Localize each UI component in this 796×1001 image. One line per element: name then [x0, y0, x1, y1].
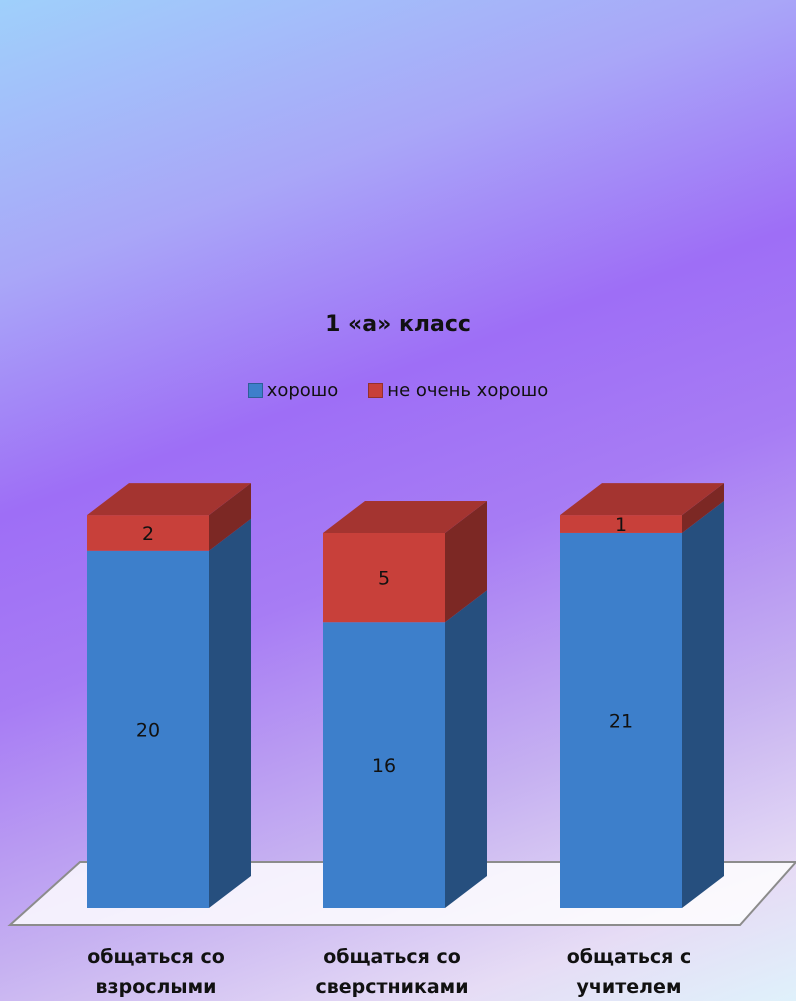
bar-1-series-1 [87, 550, 209, 908]
data-label-3-series-1: 21 [609, 710, 633, 732]
bar-side-1-series-2 [209, 483, 251, 551]
data-label-2-series-2: 5 [378, 568, 390, 590]
bar-side-3-series-2 [682, 483, 724, 533]
category-label-2-line-1: общаться со [323, 946, 461, 968]
bar-2-series-2 [323, 532, 445, 623]
bar-2-series-1 [323, 622, 445, 908]
legend-item-series-1: хорошо [247, 380, 339, 401]
data-label-2-series-1: 16 [372, 755, 396, 777]
bar-side-1-series-1 [209, 518, 251, 908]
chart-title: 1 «а» класс [325, 312, 471, 337]
legend-label-series-2: не очень хорошо [387, 380, 549, 401]
legend-label-series-1: хорошо [266, 380, 339, 401]
bar-3-series-1 [560, 532, 682, 908]
category-label-3-line-2: учителем [577, 976, 682, 998]
bar-side-2-series-2 [445, 500, 487, 623]
legend-swatch-series-2 [368, 383, 384, 398]
data-label-3-series-2: 1 [615, 514, 627, 536]
category-label-2-line-2: сверстниками [315, 976, 468, 998]
chart-legend: хорошо не очень хорошо [0, 380, 796, 401]
data-label-1-series-2: 2 [142, 523, 154, 545]
data-label-1-series-1: 20 [136, 719, 160, 741]
bar-top-2 [323, 500, 487, 533]
legend-swatch-series-1 [247, 383, 263, 398]
bar-3-series-2 [560, 515, 682, 533]
bar-side-3-series-1 [682, 500, 724, 908]
category-label-1-line-1: общаться со [87, 946, 225, 968]
legend-item-series-2: не очень хорошо [368, 380, 548, 401]
category-label-1-line-2: взрослыми [96, 976, 217, 998]
bar-top-3 [560, 483, 724, 516]
category-label-3-line-1: общаться с [567, 946, 692, 968]
bar-1-series-2 [87, 515, 209, 551]
bar-top-1 [87, 483, 251, 516]
bar-side-2-series-1 [445, 590, 487, 908]
